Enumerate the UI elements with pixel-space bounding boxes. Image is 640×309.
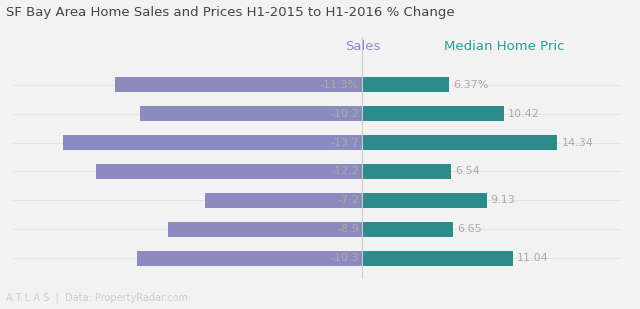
Text: SF Bay Area Home Sales and Prices H1-2015 to H1-2016 % Change: SF Bay Area Home Sales and Prices H1-201… bbox=[6, 6, 455, 19]
Text: 9.13: 9.13 bbox=[491, 195, 515, 205]
Bar bbox=[362, 222, 453, 237]
Text: -8.9: -8.9 bbox=[337, 224, 359, 234]
Bar bbox=[140, 106, 362, 121]
Text: 6.65: 6.65 bbox=[457, 224, 481, 234]
Bar bbox=[362, 106, 504, 121]
Bar bbox=[205, 193, 362, 208]
Bar bbox=[96, 164, 362, 179]
Text: 11.04: 11.04 bbox=[516, 253, 548, 263]
Text: -7.2: -7.2 bbox=[337, 195, 359, 205]
Bar bbox=[362, 77, 449, 92]
Text: -12.2: -12.2 bbox=[330, 167, 359, 176]
Text: -13.7: -13.7 bbox=[330, 138, 359, 148]
Text: 14.34: 14.34 bbox=[561, 138, 593, 148]
Bar bbox=[115, 77, 362, 92]
Bar bbox=[362, 135, 557, 150]
Text: 6.37%: 6.37% bbox=[453, 80, 488, 90]
Bar bbox=[362, 193, 486, 208]
Text: A T L A S  |  Data: PropertyRadar.com: A T L A S | Data: PropertyRadar.com bbox=[6, 292, 188, 303]
Text: -10.3: -10.3 bbox=[330, 253, 359, 263]
Bar bbox=[138, 251, 362, 266]
Text: Median Home Pric: Median Home Pric bbox=[444, 40, 564, 53]
Text: 6.54: 6.54 bbox=[456, 167, 480, 176]
Text: -10.2: -10.2 bbox=[330, 109, 359, 119]
Bar bbox=[63, 135, 362, 150]
Text: -11.3%: -11.3% bbox=[320, 80, 359, 90]
Bar bbox=[168, 222, 362, 237]
Text: 10.42: 10.42 bbox=[508, 109, 540, 119]
Bar bbox=[362, 164, 451, 179]
Bar bbox=[362, 251, 513, 266]
Text: Sales: Sales bbox=[345, 40, 380, 53]
